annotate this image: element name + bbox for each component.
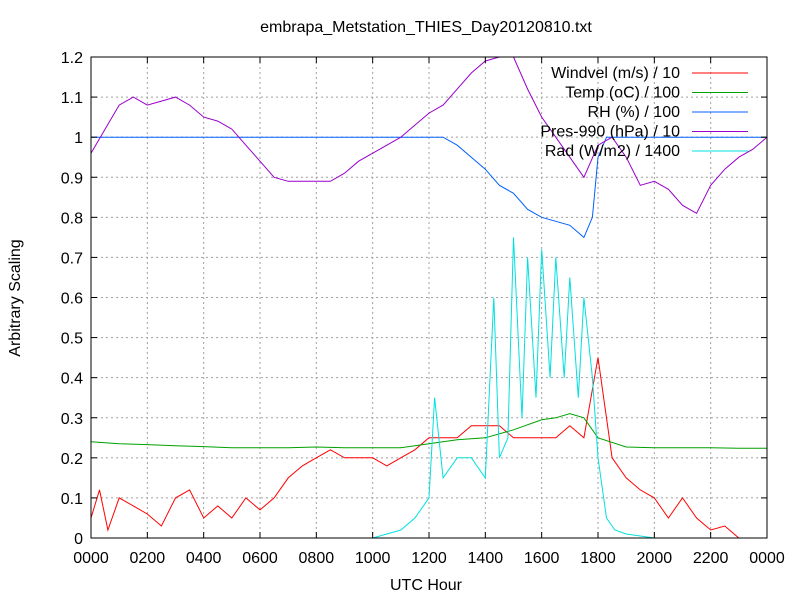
- x-tick-label: 2200: [693, 550, 729, 567]
- series-line-4: [90, 56, 768, 214]
- x-tick-label: 1800: [580, 550, 616, 567]
- y-tick-label: 0.4: [61, 371, 83, 388]
- y-tick-label: 1: [74, 130, 83, 147]
- y-tick-label: 0.3: [61, 411, 83, 428]
- x-tick-label: 0800: [299, 550, 335, 567]
- x-tick-label: 0600: [242, 550, 278, 567]
- series-line-3: [91, 136, 767, 239]
- x-axis: 0000 0200 0400 0600 0800 1000 1200 1400 1600 1800…: [73, 57, 785, 567]
- x-tick-label: 1000: [355, 550, 391, 567]
- y-tick-label: 0.8: [61, 210, 83, 227]
- x-tick-label: 1200: [411, 550, 447, 567]
- y-tick-label: 0.5: [61, 331, 83, 348]
- series-line-2: [90, 413, 767, 449]
- x-tick-label: 0400: [186, 550, 222, 567]
- y-tick-label: 0: [74, 531, 83, 548]
- legend-label: RH (%) / 100: [588, 104, 681, 121]
- y-tick-label: 1.1: [61, 90, 83, 107]
- x-tick-label: 0000: [749, 550, 785, 567]
- y-tick-label: 1.2: [61, 50, 83, 67]
- x-tick-label: 0200: [130, 550, 166, 567]
- legend-label: Temp (oC) / 100: [565, 85, 680, 102]
- chart-title: embrapa_Metstation_THIES_Day20120810.txt: [260, 19, 592, 36]
- y-tick-label: 0.7: [61, 250, 83, 267]
- y-axis: 0 0.1 0.2 0.3 0.4 0.5 0.6 0.7 0.8 0.9 1 1.1 1.2: [61, 50, 767, 548]
- x-tick-label: 1600: [524, 550, 560, 567]
- y-tick-label: 0.1: [61, 491, 83, 508]
- x-tick-label: 2000: [637, 550, 673, 567]
- legend: Windvel (m/s) / 10 Temp (oC) / 100 RH (%) …: [540, 65, 748, 160]
- series-layer: [90, 56, 768, 539]
- x-tick-label: 1400: [468, 550, 504, 567]
- legend-label: Rad (W/m2) / 1400: [545, 143, 680, 160]
- y-axis-label: Arbitrary Scaling: [7, 239, 24, 356]
- y-tick-label: 0.6: [61, 291, 83, 308]
- y-tick-label: 0.9: [61, 170, 83, 187]
- y-tick-label: 0.2: [61, 451, 83, 468]
- x-tick-label: 0000: [73, 550, 109, 567]
- legend-label: Pres-990 (hPa) / 10: [540, 124, 680, 141]
- x-axis-label: UTC Hour: [390, 577, 463, 594]
- series-line-5: [91, 237, 767, 539]
- legend-label: Windvel (m/s) / 10: [551, 65, 680, 82]
- series-line-1: [90, 357, 767, 539]
